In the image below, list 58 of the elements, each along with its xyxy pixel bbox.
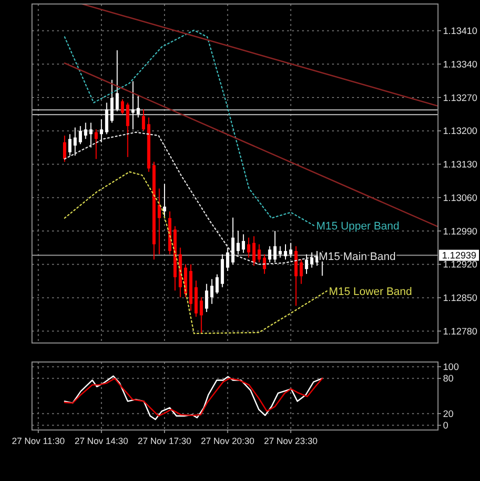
candlestick (126, 102, 130, 158)
candlestick (310, 252, 314, 268)
candlestick (273, 230, 277, 263)
candlestick (105, 102, 108, 135)
candlestick (262, 254, 266, 274)
candlestick (78, 126, 82, 145)
candlestick (89, 122, 92, 148)
x-tick-label: 27 Nov 14:30 (74, 436, 128, 446)
candlestick (200, 296, 203, 334)
candlestick (162, 183, 166, 219)
x-tick-label: 27 Nov 17:30 (138, 436, 192, 446)
y-tick-label: 80 (443, 374, 454, 385)
x-tick-label: 27 Nov 20:30 (200, 436, 254, 446)
candlestick (84, 122, 88, 140)
y-tick-label: 0 (443, 420, 448, 432)
candlestick (268, 246, 272, 263)
candlestick (258, 244, 261, 263)
candlestick (158, 188, 161, 255)
candlestick (284, 244, 288, 260)
y-tick-label: 1.13340 (443, 59, 478, 70)
candlestick (252, 236, 256, 266)
candlestick (236, 230, 240, 255)
candlestick (226, 247, 230, 272)
ref-line-label: 1.12939 (442, 250, 476, 262)
y-tick-label: 1.12920 (443, 260, 478, 271)
candlestick (205, 283, 208, 313)
y-tick-label: 1.13060 (443, 192, 478, 204)
x-tick-label: 27 Nov 11:30 (12, 436, 65, 446)
candlestick (242, 234, 245, 254)
y-tick-label: 1.13270 (443, 92, 478, 104)
y-tick-label: 1.13410 (443, 26, 478, 38)
y-tick-label: 1.13200 (443, 126, 478, 138)
candlestick (110, 79, 114, 124)
series-label: M15 Upper Band (316, 220, 400, 233)
candlestick (100, 118, 103, 143)
candlestick (63, 135, 66, 162)
y-tick-label: 100 (443, 362, 459, 374)
candlestick (247, 237, 250, 258)
candlestick (94, 128, 98, 160)
series-label: M15 Lower Band (328, 286, 412, 298)
candlestick (216, 274, 219, 294)
candlestick (289, 242, 292, 258)
y-tick-label: 1.13130 (443, 160, 478, 171)
y-tick-label: 1.12780 (443, 326, 478, 338)
candlestick (136, 96, 140, 118)
candlestick (300, 259, 303, 284)
candlestick (304, 254, 308, 274)
y-tick-label: 1.12850 (443, 293, 478, 304)
candlestick (142, 108, 146, 132)
x-tick-label: 27 Nov 23:30 (264, 436, 318, 446)
candlestick (278, 246, 282, 258)
candlestick (120, 98, 124, 115)
candlestick (210, 278, 214, 304)
y-tick-label: 20 (443, 408, 454, 420)
candlestick (116, 50, 119, 112)
y-tick-label: 1.12990 (443, 226, 478, 238)
candlestick (74, 126, 77, 156)
candlestick (68, 134, 72, 156)
